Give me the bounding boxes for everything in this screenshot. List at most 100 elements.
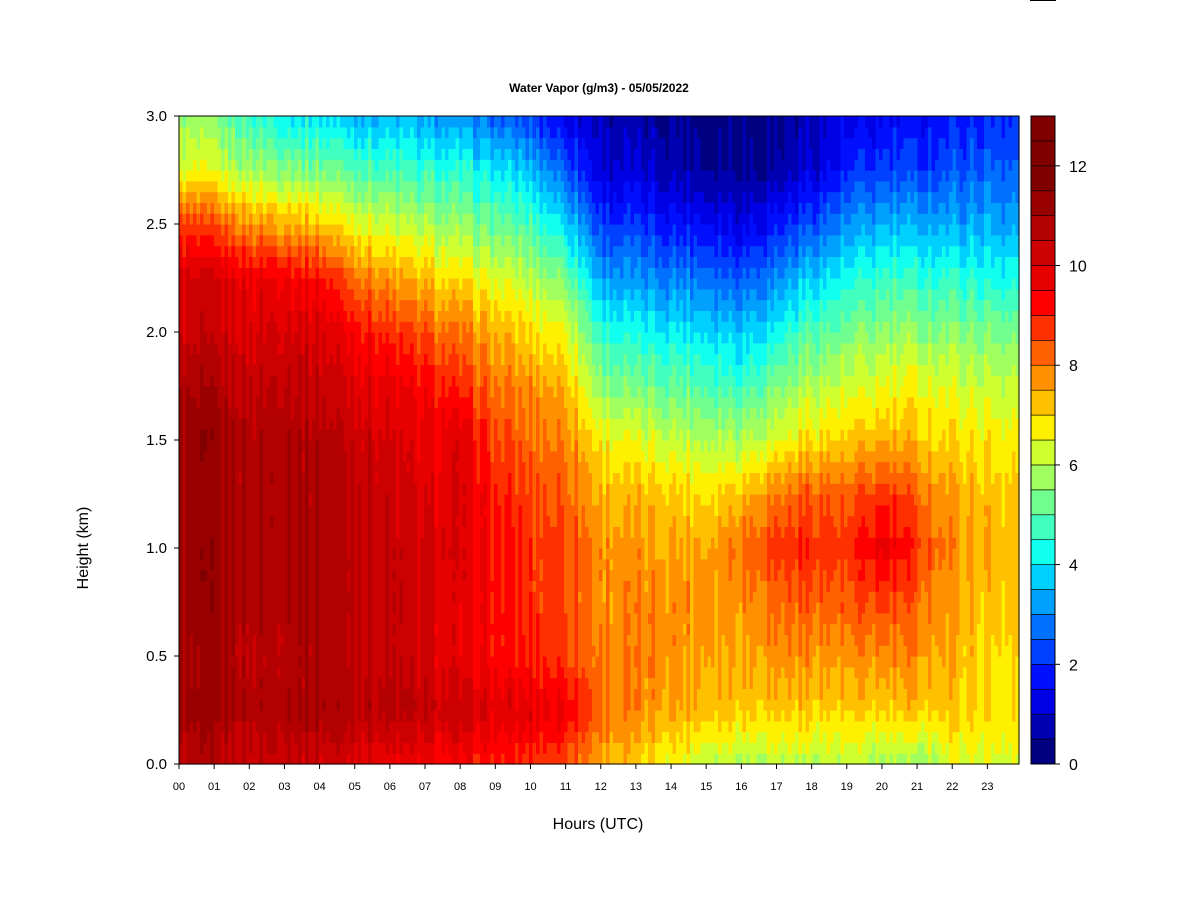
heatmap-cell <box>189 364 194 376</box>
heatmap-cell <box>350 591 355 603</box>
heatmap-cell <box>231 116 236 128</box>
heatmap-cell <box>354 213 359 225</box>
heatmap-cell <box>238 364 243 376</box>
heatmap-cell <box>238 353 243 365</box>
heatmap-cell <box>455 569 460 581</box>
heatmap-cell <box>431 548 436 560</box>
heatmap-cell <box>410 288 415 301</box>
heatmap-cell <box>424 126 429 139</box>
heatmap-cell <box>434 569 439 581</box>
heatmap-cell <box>343 170 348 182</box>
heatmap-cell <box>252 429 257 441</box>
heatmap-cell <box>322 267 327 279</box>
heatmap-cell <box>196 245 201 257</box>
heatmap-cell <box>322 407 327 419</box>
heatmap-cell <box>308 278 313 290</box>
heatmap-cell <box>347 472 352 484</box>
heatmap-cell <box>193 591 198 603</box>
heatmap-cell <box>364 580 369 592</box>
heatmap-cell <box>452 256 457 268</box>
heatmap-cell <box>434 299 439 311</box>
heatmap-cell <box>399 515 404 527</box>
heatmap-cell <box>305 753 310 765</box>
heatmap-cell <box>448 515 453 527</box>
heatmap-cell <box>301 720 306 733</box>
heatmap-cell <box>343 396 348 409</box>
heatmap-cell <box>326 558 331 571</box>
heatmap-cell <box>277 537 282 549</box>
heatmap-cell <box>189 342 194 355</box>
heatmap-cell <box>350 753 355 765</box>
heatmap-cell <box>270 213 275 225</box>
heatmap-cell <box>182 440 187 452</box>
heatmap-cell <box>179 494 184 506</box>
heatmap-cell <box>249 602 254 614</box>
heatmap-cell <box>413 224 418 236</box>
heatmap-cell <box>413 504 418 517</box>
heatmap-cell <box>438 418 443 430</box>
heatmap-cell <box>263 656 268 668</box>
heatmap-cell <box>252 526 257 538</box>
heatmap-cell <box>410 256 415 268</box>
heatmap-cell <box>245 180 250 193</box>
heatmap-cell <box>392 688 397 700</box>
heatmap-cell <box>207 742 212 754</box>
heatmap-cell <box>294 472 299 484</box>
heatmap-cell <box>238 116 243 128</box>
heatmap-cell <box>340 526 345 538</box>
heatmap-cell <box>221 170 226 182</box>
heatmap-cell <box>350 634 355 646</box>
heatmap-cell <box>431 656 436 668</box>
heatmap-cell <box>347 386 352 398</box>
heatmap-cell <box>207 267 212 279</box>
heatmap-cell <box>368 483 373 495</box>
heatmap-cell <box>438 645 443 657</box>
heatmap-cell <box>305 191 310 203</box>
heatmap-cell <box>326 677 331 689</box>
heatmap-cell <box>399 710 404 722</box>
heatmap-cell <box>207 580 212 592</box>
heatmap-cell <box>413 418 418 430</box>
heatmap-cell <box>214 612 219 625</box>
heatmap-cell <box>259 386 264 398</box>
heatmap-cell <box>389 710 394 722</box>
heatmap-cell <box>364 159 369 171</box>
heatmap-cell <box>193 677 198 689</box>
heatmap-cell <box>280 558 285 571</box>
heatmap-cell <box>431 353 436 365</box>
heatmap-cell <box>203 537 208 549</box>
heatmap-cell <box>378 731 383 743</box>
heatmap-cell <box>431 558 436 571</box>
heatmap-cell <box>182 494 187 506</box>
heatmap-cell <box>413 623 418 635</box>
heatmap-cell <box>389 753 394 765</box>
heatmap-cell <box>431 537 436 549</box>
heatmap-cell <box>238 688 243 700</box>
heatmap-cell <box>315 645 320 657</box>
heatmap-cell <box>424 612 429 625</box>
heatmap-cell <box>399 537 404 549</box>
heatmap-cell <box>333 558 338 571</box>
heatmap-cell <box>193 753 198 765</box>
heatmap-cell <box>207 278 212 290</box>
heatmap-cell <box>287 278 292 290</box>
heatmap-cell <box>441 137 446 149</box>
heatmap-cell <box>434 429 439 441</box>
heatmap-cell <box>336 202 341 214</box>
heatmap-cell <box>406 656 411 668</box>
heatmap-cell <box>438 364 443 376</box>
heatmap-cell <box>207 710 212 722</box>
heatmap-cell <box>221 753 226 765</box>
heatmap-cell <box>298 753 303 765</box>
heatmap-cell <box>249 450 254 463</box>
heatmap-cell <box>396 731 401 743</box>
heatmap-cell <box>385 191 390 203</box>
heatmap-cell <box>455 418 460 430</box>
heatmap-cell <box>462 310 467 322</box>
heatmap-cell <box>357 375 362 387</box>
heatmap-cell <box>193 116 198 128</box>
heatmap-cell <box>455 483 460 495</box>
heatmap-cell <box>336 245 341 257</box>
heatmap-cell <box>203 310 208 322</box>
heatmap-cell <box>217 418 222 430</box>
